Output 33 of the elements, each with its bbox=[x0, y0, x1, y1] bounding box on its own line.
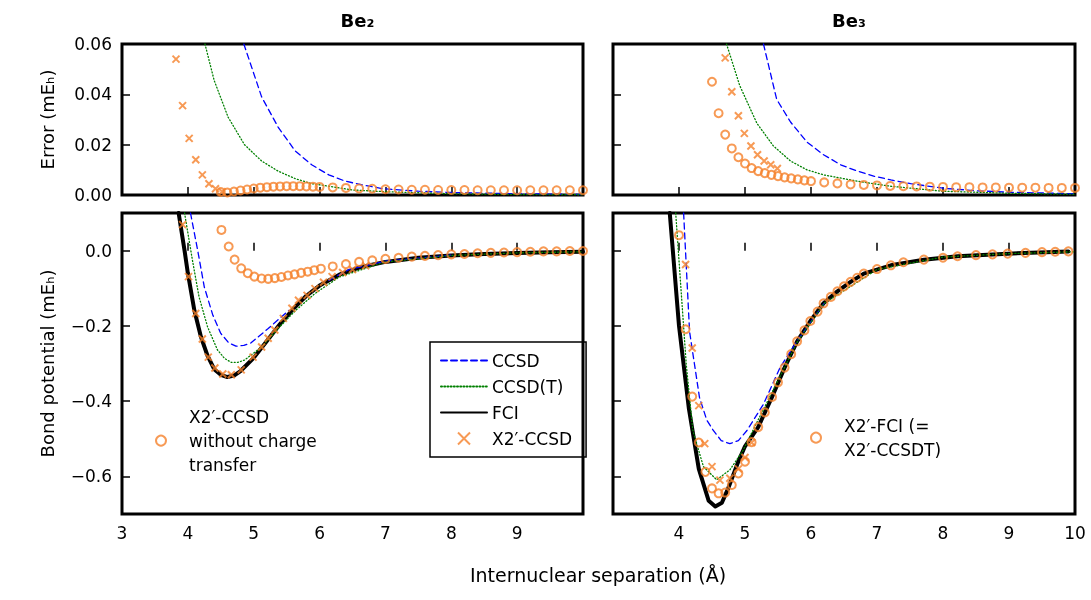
y-tick-label: −0.6 bbox=[70, 466, 112, 487]
y-tick-label: −0.2 bbox=[70, 315, 112, 336]
y-tick-label: 0.00 bbox=[74, 185, 112, 205]
legend-label: FCI bbox=[492, 402, 519, 423]
x-tick-label: 6 bbox=[805, 522, 817, 543]
legend-label: CCSD(T) bbox=[492, 376, 564, 397]
legend-label: X2′-FCI (= X2′-CCSDT) bbox=[844, 415, 942, 460]
x-tick-label: 4 bbox=[673, 522, 685, 543]
x-tick-label: 5 bbox=[739, 522, 751, 543]
x-tick-label: 9 bbox=[511, 522, 523, 543]
legend-label: X2′-CCSD without charge transfer bbox=[189, 406, 323, 475]
x-tick-label: 7 bbox=[380, 522, 391, 543]
y-tick-label: 0.04 bbox=[74, 84, 112, 105]
x-tick-label: 10 bbox=[1064, 522, 1086, 543]
x-tick-label: 9 bbox=[1003, 522, 1015, 543]
x-tick-label: 4 bbox=[182, 522, 194, 543]
x-tick-label: 8 bbox=[937, 522, 949, 543]
y-tick-label: 0.0 bbox=[84, 240, 112, 261]
legend-label: CCSD bbox=[492, 350, 540, 371]
chart-title: Be₂ bbox=[340, 9, 375, 31]
y-tick-label: 0.06 bbox=[74, 34, 112, 54]
x-tick-label: 3 bbox=[116, 522, 128, 543]
x-tick-label: 8 bbox=[445, 522, 457, 543]
x-tick-label: 5 bbox=[248, 522, 260, 543]
x-tick-label: 7 bbox=[871, 522, 883, 543]
y-tick-label: 0.02 bbox=[74, 134, 112, 155]
y-axis-title: Bond potential (mEₕ) bbox=[36, 269, 58, 458]
chart-title: Be₃ bbox=[832, 9, 866, 31]
y-tick-label: −0.4 bbox=[70, 391, 112, 412]
x-axis-title: Internuclear separation (Å) bbox=[469, 564, 727, 586]
y-axis-title: Error (mEₕ) bbox=[36, 69, 58, 170]
legend-label: X2′-CCSD bbox=[492, 428, 573, 449]
x-tick-label: 6 bbox=[314, 522, 325, 543]
